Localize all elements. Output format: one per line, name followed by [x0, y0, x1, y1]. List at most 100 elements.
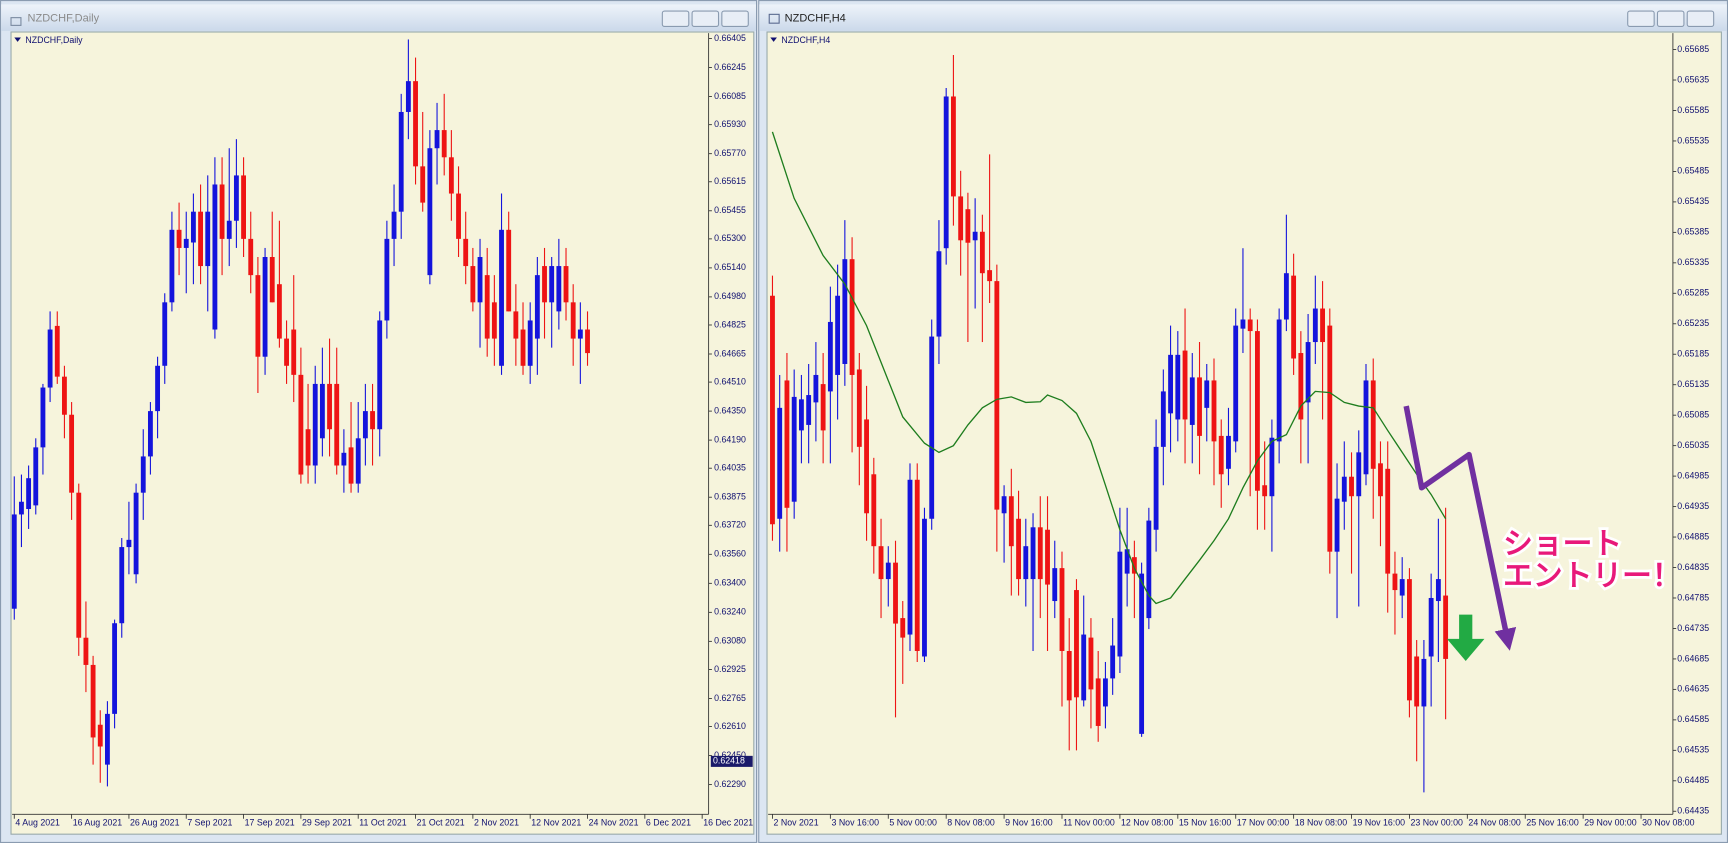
annotation: エントリー！ [1503, 559, 1681, 594]
candle-body [1197, 377, 1202, 436]
x-tick-label: 6 Dec 2021 [646, 817, 691, 827]
candle-body [1095, 678, 1101, 726]
candle-body [155, 365, 161, 412]
candle-body [1226, 435, 1231, 469]
close-button[interactable] [721, 10, 749, 28]
minimize-button[interactable] [661, 10, 690, 28]
x-tick-label: 9 Nov 16:00 [1005, 817, 1053, 827]
candle-body [929, 336, 935, 519]
x-tick-label: 2 Nov 2021 [474, 817, 519, 827]
y-tick-label: 0.65635 [1677, 74, 1709, 84]
candle-body [198, 211, 204, 267]
candle-body [348, 447, 354, 484]
candle-body [987, 270, 993, 282]
candle-body [97, 724, 103, 747]
close-button[interactable] [1686, 10, 1715, 28]
candle-body [1385, 468, 1391, 574]
candle-body [1066, 651, 1072, 701]
window-icon [768, 13, 780, 24]
candle-body [556, 266, 562, 312]
y-tick-label: 0.65485 [1677, 166, 1709, 176]
candle-body [534, 275, 540, 339]
candle-body [11, 514, 17, 609]
x-tick-label: 26 Aug 2021 [130, 817, 180, 827]
candle-body [1247, 319, 1253, 332]
candle-body [806, 395, 812, 425]
candle-body [871, 474, 877, 547]
candle-body [334, 383, 340, 466]
candle-body [362, 411, 368, 439]
candle-body [1356, 452, 1362, 497]
y-tick-label: 0.64510 [714, 376, 746, 386]
candle-body [477, 257, 483, 303]
y-tick-label: 0.66405 [714, 33, 746, 43]
candle-body [827, 321, 833, 392]
title-bar[interactable] [759, 4, 1727, 31]
candle-body [126, 539, 132, 548]
candle-body [205, 211, 211, 267]
candle-body [893, 562, 898, 624]
window-icon [10, 17, 22, 26]
candle-body [849, 259, 855, 375]
candle-body [856, 369, 862, 447]
minimize-button[interactable] [1627, 10, 1655, 28]
candle-body [965, 209, 971, 243]
candle-body [1363, 380, 1369, 475]
y-tick-label: 0.65300 [714, 233, 746, 243]
y-tick-label: 0.65455 [714, 205, 746, 215]
title-bar[interactable] [1, 4, 756, 31]
candle-body [1320, 308, 1325, 343]
candle-body [549, 266, 555, 303]
candle-body [506, 229, 512, 312]
candle-body [885, 562, 891, 580]
candle-body [405, 81, 411, 112]
y-tick-label: 0.64735 [1677, 623, 1709, 633]
candle-body [878, 546, 884, 580]
candle-body [169, 229, 175, 303]
restore-button[interactable] [1656, 10, 1685, 28]
candle-body [1016, 518, 1021, 580]
candle-body [1435, 579, 1441, 602]
y-tick-label: 0.62925 [714, 664, 746, 674]
price-box [710, 755, 753, 767]
y-tick-label: 0.65685 [1677, 44, 1709, 54]
candle-body [448, 157, 454, 194]
moving-average [771, 131, 1447, 605]
x-tick-label: 2 Nov 2021 [774, 817, 819, 827]
candle-body [291, 329, 297, 375]
candle-body [76, 492, 82, 638]
candle-body [513, 311, 519, 339]
candle-body [520, 329, 526, 366]
x-tick-label: 17 Sep 2021 [245, 817, 295, 827]
x-tick-label: 19 Nov 16:00 [1353, 817, 1405, 827]
candle-body [972, 231, 978, 241]
y-tick-label: 0.64685 [1677, 653, 1709, 663]
candle-body [269, 257, 275, 303]
y-tick-label: 0.64665 [714, 348, 746, 358]
y-tick-label: 0.65770 [714, 148, 746, 158]
candle-body [398, 111, 404, 212]
y-tick-label: 0.65285 [1677, 288, 1709, 298]
x-tick-label: 8 Nov 08:00 [947, 817, 995, 827]
window-title: NZDCHF,H4 [785, 13, 846, 25]
candle-body [1182, 350, 1188, 420]
candle-body [1378, 463, 1383, 497]
y-tick-label: 0.64985 [1677, 470, 1709, 480]
restore-button[interactable] [691, 10, 720, 28]
candle-body [341, 452, 347, 466]
y-tick-label: 0.65615 [714, 176, 746, 186]
y-tick-label: 0.63875 [714, 492, 746, 502]
candle-body [1407, 579, 1412, 701]
candle-body [19, 501, 24, 515]
y-tick-label: 0.65435 [1677, 196, 1709, 206]
x-tick-label: 29 Sep 2021 [302, 817, 352, 827]
x-tick-label: 24 Nov 2021 [589, 817, 639, 827]
candle-body [226, 220, 232, 239]
x-tick-label: 16 Aug 2021 [73, 817, 123, 827]
candle-body [499, 229, 504, 366]
candle-body [950, 96, 956, 197]
candle-body [1146, 520, 1152, 619]
y-tick-label: 0.64980 [714, 291, 746, 301]
candle-body [777, 407, 783, 519]
x-tick-label: 30 Nov 08:00 [1642, 817, 1694, 827]
